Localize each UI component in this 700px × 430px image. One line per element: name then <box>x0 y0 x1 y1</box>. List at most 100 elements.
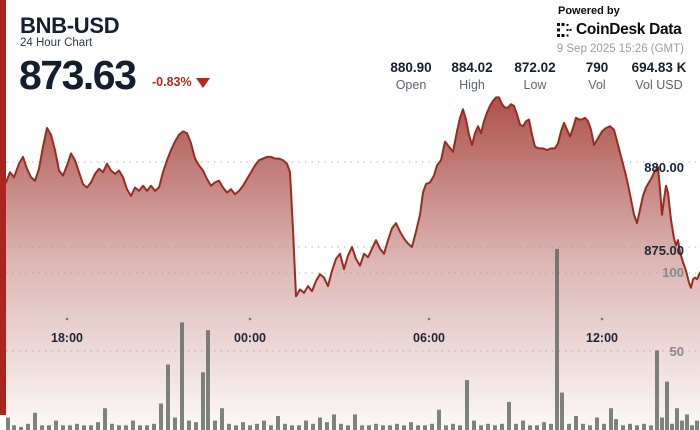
stat-volume-usd-value: 694.83 K <box>631 60 687 75</box>
price-line <box>5 96 700 298</box>
volume-bar <box>567 423 571 430</box>
volume-bar <box>451 423 455 430</box>
volume-bar <box>262 420 266 430</box>
volume-bar <box>166 364 170 430</box>
volume-bar <box>124 425 128 430</box>
volume-bar <box>581 423 585 430</box>
stat-high-value: 884.02 <box>451 60 493 75</box>
volume-bar <box>602 423 606 430</box>
stat-open-label: Open <box>395 78 427 92</box>
volume-bar <box>297 425 301 430</box>
volume-bar <box>472 420 476 430</box>
volume-bar <box>304 420 308 430</box>
stat-volume: 790 Vol <box>557 60 637 92</box>
volume-bar <box>528 425 532 430</box>
volume-bar <box>325 422 329 430</box>
volume-bar <box>318 417 322 430</box>
x-tick-dot <box>600 317 604 321</box>
volume-bar <box>152 423 156 430</box>
volume-bar <box>458 425 462 430</box>
volume-bar <box>117 425 121 430</box>
volume-bar <box>201 372 205 430</box>
chart-subtitle: 24 Hour Chart <box>20 37 93 49</box>
volume-bar <box>311 423 315 430</box>
volume-bar <box>628 423 632 430</box>
volume-bar <box>68 425 72 430</box>
volume-bar <box>213 420 217 430</box>
volume-bar <box>486 423 490 430</box>
volume-bar <box>33 412 37 430</box>
volume-bar <box>131 420 135 430</box>
coindesk-brand-link[interactable]: CoinDesk Data <box>556 21 684 39</box>
stat-low-value: 872.02 <box>514 60 556 75</box>
stat-high: 884.02 High <box>432 60 512 92</box>
volume-bar <box>82 425 86 430</box>
y-axis-price-label-875: 875.00 <box>644 243 684 258</box>
volume-bar <box>12 425 16 430</box>
stat-open-value: 880.90 <box>390 60 432 75</box>
volume-bar <box>635 425 639 430</box>
volume-bar <box>695 420 699 430</box>
volume-bar <box>47 425 51 430</box>
volume-bar <box>276 416 280 430</box>
volume-bar <box>649 425 653 430</box>
stat-volume-value: 790 <box>585 60 609 75</box>
volume-bar <box>75 423 79 430</box>
x-axis-label-0600: 06:00 <box>413 331 445 345</box>
triangle-down-icon <box>196 78 210 88</box>
volume-bar <box>665 381 669 430</box>
volume-bar <box>360 425 364 430</box>
volume-bar <box>103 408 107 430</box>
volume-bar <box>173 417 177 430</box>
volume-bar <box>180 322 184 430</box>
volume-bar <box>588 425 592 430</box>
volume-bar <box>690 425 694 430</box>
volume-bar <box>269 425 273 430</box>
volume-bar <box>145 425 149 430</box>
volume-bar <box>248 425 252 430</box>
y-axis-volume-label-50: 50 <box>669 344 684 359</box>
volume-bar <box>89 425 93 430</box>
volume-bar <box>621 425 625 430</box>
volume-bar <box>660 417 664 430</box>
volume-bar <box>19 426 23 430</box>
volume-bar <box>493 425 497 430</box>
stat-open: 880.90 Open <box>371 60 451 92</box>
volume-bar <box>535 425 539 430</box>
volume-bar <box>159 403 163 430</box>
volume-bar <box>346 425 350 430</box>
coindesk-brand-label: CoinDesk Data <box>576 21 682 38</box>
volume-bar <box>609 408 613 430</box>
volume-bar <box>54 420 58 430</box>
volume-bar <box>388 425 392 430</box>
volume-bar <box>194 422 198 430</box>
volume-bar <box>234 425 238 430</box>
price-area-fill <box>6 97 700 430</box>
instrument-symbol: BNB-USD <box>20 13 120 38</box>
volume-bar <box>555 249 559 430</box>
volume-bar <box>255 423 259 430</box>
volume-bar <box>542 422 546 430</box>
volume-bar <box>283 423 287 430</box>
volume-bar <box>680 420 684 430</box>
price-change-percent: -0.83% <box>152 75 192 89</box>
volume-bar <box>353 414 357 430</box>
volume-bar <box>332 414 336 430</box>
powered-by-label: Powered by <box>558 5 620 17</box>
volume-bar <box>670 423 674 430</box>
volume-bar <box>220 408 224 430</box>
volume-bar <box>381 425 385 430</box>
volume-bar <box>514 423 518 430</box>
volume-bar <box>560 392 564 430</box>
volume-bar <box>110 423 114 430</box>
volume-bar <box>574 416 578 430</box>
volume-bar <box>290 425 294 430</box>
volume-bar <box>402 425 406 430</box>
x-axis-label-0000: 00:00 <box>234 331 266 345</box>
volume-bar <box>227 423 231 430</box>
volume-bar <box>40 425 44 430</box>
x-axis-label-1800: 18:00 <box>51 331 83 345</box>
coindesk-logo-icon <box>556 22 572 38</box>
volume-bar <box>6 417 10 430</box>
